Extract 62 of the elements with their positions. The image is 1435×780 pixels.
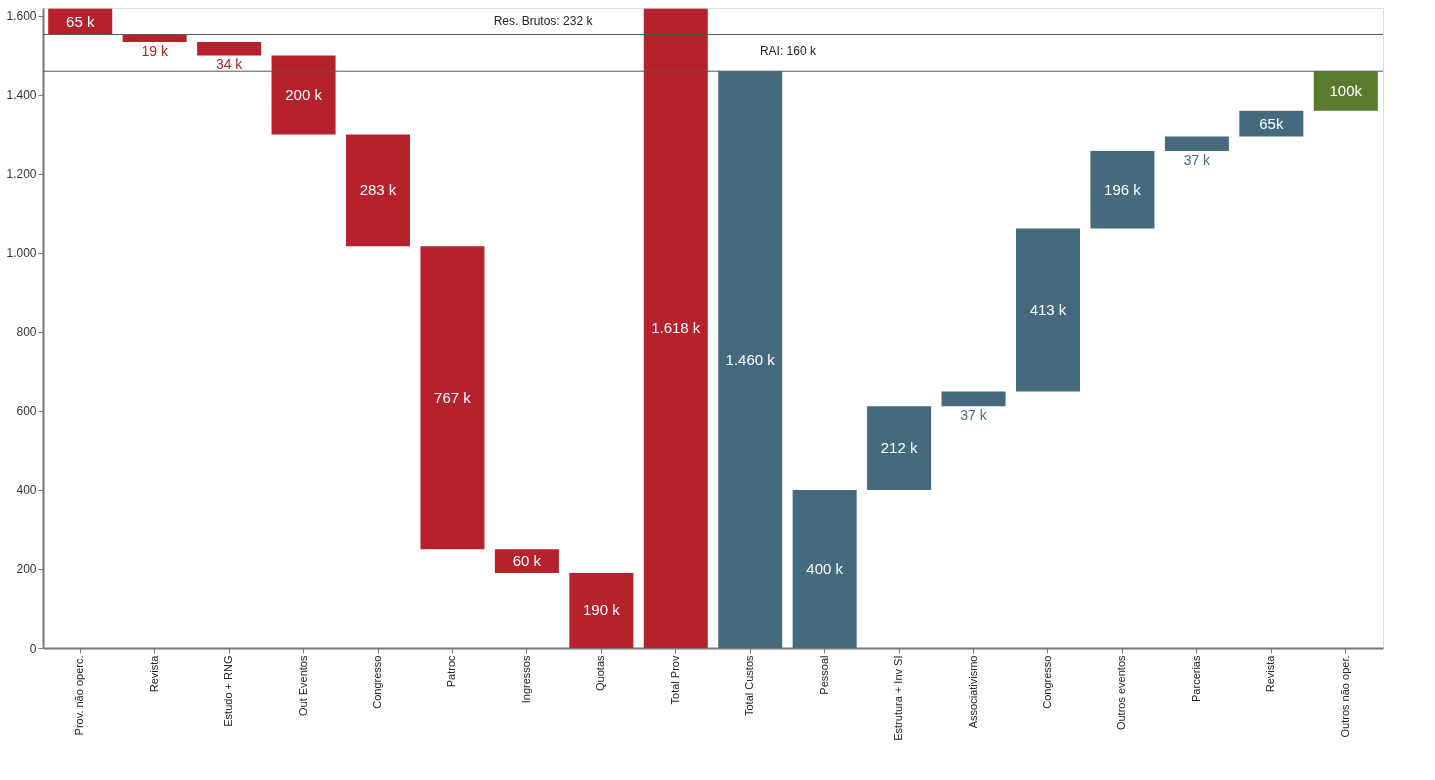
x-tick-label: Total Custos — [743, 655, 756, 717]
bar — [271, 55, 336, 135]
data-label: 767 k — [434, 388, 472, 406]
bar — [345, 134, 411, 247]
bar — [867, 406, 932, 490]
x-tick-label: Estrutura + Inv SI — [892, 655, 905, 741]
bar — [1313, 71, 1378, 111]
y-tick-label: 1.400 — [6, 88, 37, 103]
data-label: 34 k — [215, 56, 244, 73]
y-tick-label: 1.200 — [6, 167, 37, 182]
data-label: 65k — [1259, 114, 1284, 132]
x-tick-label: Quotas — [594, 655, 607, 691]
y-tick-label: 400 — [16, 483, 37, 498]
x-tick-label: Out Eventos — [296, 655, 309, 717]
x-tick-label: Prov. não operc. — [73, 655, 86, 736]
data-label: 283 k — [359, 181, 397, 199]
data-label: 1.618 k — [651, 319, 701, 337]
data-label: 400 k — [806, 559, 844, 577]
y-tick-label: 600 — [16, 404, 37, 419]
y-tick-label: 200 — [16, 562, 37, 577]
y-tick-label: 1.000 — [6, 246, 37, 261]
x-tick-label: Outros eventos — [1115, 655, 1128, 731]
data-label: 200 k — [285, 85, 323, 103]
annotation: RAI: 160 k — [759, 44, 817, 59]
bar — [1090, 151, 1155, 229]
data-label: 190 k — [582, 601, 621, 619]
bar — [494, 549, 559, 573]
data-label: 37 k — [1183, 152, 1212, 169]
bar — [718, 71, 783, 648]
bar — [792, 489, 857, 648]
x-tick-label: Pessoal — [817, 655, 830, 695]
data-label: 212 k — [880, 439, 918, 457]
y-tick-label: 0 — [29, 641, 37, 656]
annotation: Res. Brutos: 232 k — [493, 13, 594, 28]
x-tick-label: Congresso — [371, 655, 383, 709]
x-tick-label: Congresso — [1041, 655, 1053, 709]
data-label: 60 k — [512, 552, 542, 570]
x-tick-label: Ingressos — [519, 655, 532, 704]
bar — [941, 391, 1006, 407]
data-label: 100k — [1329, 81, 1363, 99]
data-label: 37 k — [960, 407, 988, 424]
x-tick-label: Estudo + RNG — [222, 655, 235, 727]
bar — [197, 41, 262, 56]
bar — [1015, 228, 1081, 392]
y-tick-label: 1.600 — [6, 9, 37, 24]
x-tick-label: Outros não oper. — [1338, 655, 1351, 738]
data-label: 413 k — [1029, 301, 1067, 319]
x-tick-label: Revista — [147, 654, 160, 693]
x-tick-label: Total Prov — [668, 655, 681, 705]
x-tick-label: Patroc — [445, 655, 458, 688]
data-label: 196 k — [1104, 180, 1142, 198]
data-label: 19 k — [141, 42, 169, 59]
x-tick-label: Parcerias — [1189, 655, 1202, 702]
data-label: 1.460 k — [725, 350, 776, 368]
x-tick-label: Revista — [1264, 654, 1277, 693]
bar — [1164, 136, 1229, 152]
y-tick-label: 800 — [16, 325, 37, 340]
bar — [569, 572, 634, 648]
bar — [420, 246, 485, 550]
x-tick-label: Associativismo — [966, 655, 979, 729]
bar — [643, 8, 708, 648]
data-label: 65 k — [66, 12, 95, 30]
